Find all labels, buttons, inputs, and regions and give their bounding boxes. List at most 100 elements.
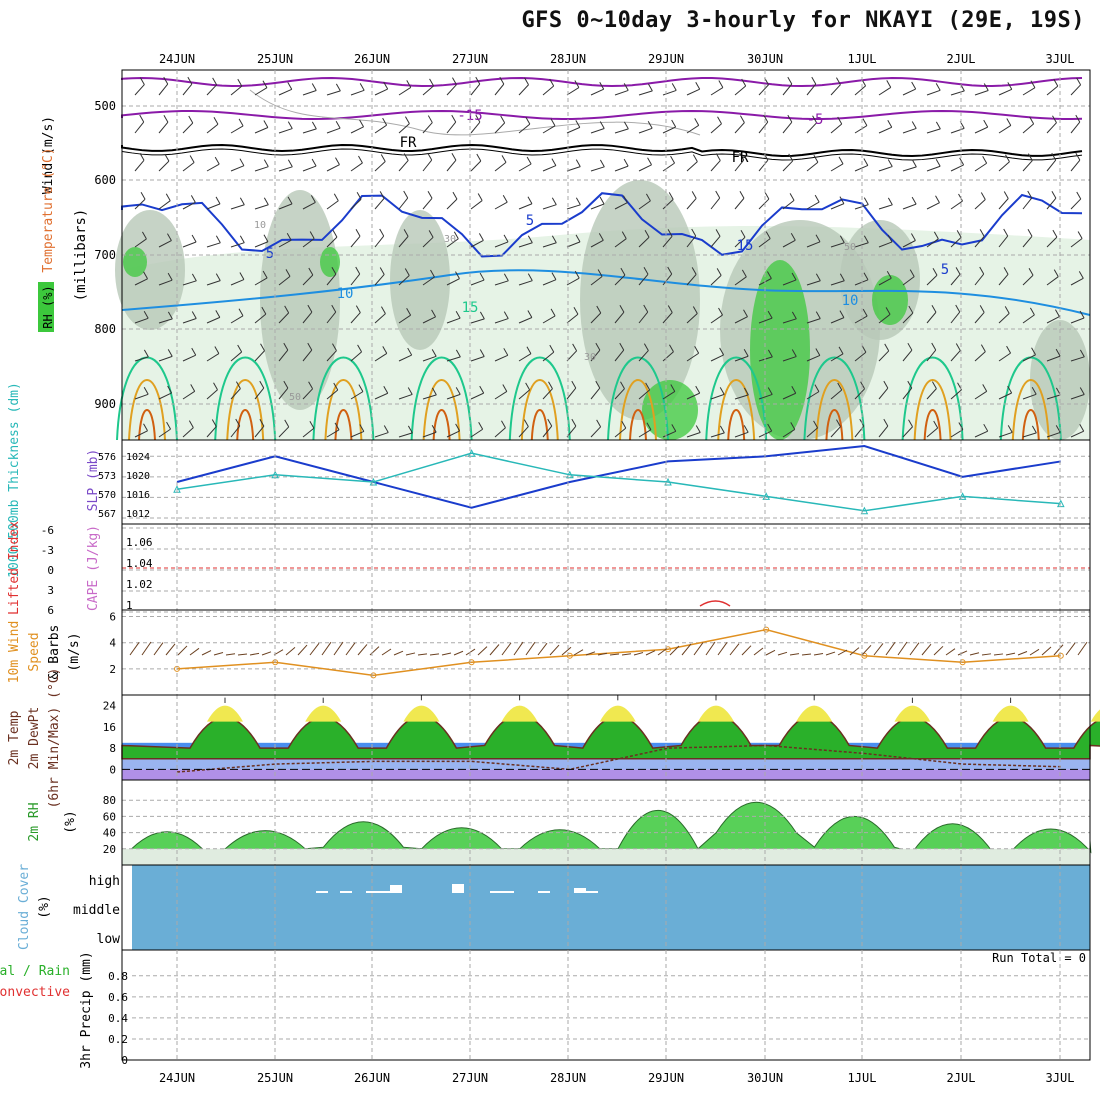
wind-barb (614, 128, 629, 134)
wind-barb-flag (283, 342, 289, 351)
wind-barb (518, 353, 532, 362)
wind-barb-flag (503, 348, 509, 356)
wind-barb (566, 313, 579, 324)
wind-barb (230, 242, 245, 248)
wind-barb (566, 204, 581, 210)
wind-barb (902, 426, 913, 438)
wind-barb-10m (1017, 651, 1028, 656)
temp-warm-area (599, 705, 636, 722)
wind-barb-flag (739, 152, 745, 161)
thickness-tick: 570 (98, 490, 116, 501)
wind-barb-flag (164, 153, 170, 162)
wind-barb (974, 90, 989, 96)
wind-barb (350, 312, 361, 324)
wind-barb (758, 84, 769, 96)
precip-tick: 0.4 (108, 1012, 128, 1025)
wind-barb-flag (356, 192, 362, 200)
wind-barb-10m (417, 653, 428, 656)
wind-barb-flag (982, 384, 988, 392)
wind-barb-10m (513, 641, 524, 656)
wind-barb (278, 349, 289, 362)
wind-barb-flag (575, 197, 581, 206)
wind-barb (614, 238, 627, 248)
wind-barb (230, 165, 245, 172)
wind-barb (254, 277, 268, 286)
wind-barb (134, 356, 149, 362)
wind-barb (806, 122, 817, 134)
wind-barb (158, 240, 172, 248)
temp-contour-15 (803, 356, 866, 441)
wind-barb (254, 127, 269, 134)
freezing-line (121, 144, 1083, 157)
wind-barb-flag (1075, 152, 1081, 161)
wind-barb (1046, 236, 1058, 248)
wind-barb (398, 393, 413, 400)
wind-barb-flag (1029, 307, 1035, 316)
top-day-label: 29JUN (648, 52, 684, 66)
wind-barb (1070, 198, 1082, 210)
wind-barb-flag (1031, 387, 1037, 395)
rh-shade-green (642, 380, 698, 440)
contour-label: 50 (289, 392, 301, 403)
wind-barb-flag (287, 121, 293, 129)
wind-barb-flag (694, 118, 700, 126)
wind-barb-flag (1079, 349, 1085, 358)
wind-barb-flag (667, 305, 673, 313)
wind-barb (638, 164, 652, 172)
top-day-label: 25JUN (257, 52, 293, 66)
wind-barb (518, 242, 533, 248)
wind-barb (614, 388, 625, 400)
wind-barb (902, 127, 917, 134)
wind-barb (182, 390, 195, 400)
freezing-line-2 (121, 148, 1083, 161)
wind-barb-flag (551, 158, 557, 166)
wind-barb-flag (188, 420, 194, 428)
wind-barb-10m (633, 652, 644, 656)
wind-barb-flag (837, 382, 843, 391)
top-day-label: 26JUN (354, 52, 390, 66)
wind-barb-flag (571, 380, 577, 389)
wind-barb (902, 166, 917, 172)
wind-barb-flag (311, 158, 317, 167)
temp-contour-15 (999, 356, 1062, 441)
wind-barb-flag (285, 269, 291, 277)
wind-barb (1022, 274, 1034, 286)
wind-barb (566, 87, 580, 96)
wind-barb-flag (575, 234, 581, 243)
wind-barb-flag (1055, 309, 1060, 317)
wind-barb-flag (455, 349, 461, 358)
wind-barb-10m (501, 642, 512, 656)
temp-warm-area (501, 705, 538, 722)
wind-barb-flag (165, 193, 171, 201)
wind-barb-10m (1041, 646, 1052, 656)
wind-barb-flag (1079, 310, 1085, 319)
wind-barb-10m (477, 646, 488, 656)
wind-barb-flag (863, 197, 869, 205)
wind-barb (278, 166, 293, 172)
wind-barb-flag (191, 273, 197, 282)
wind-barb (1046, 197, 1057, 210)
wind-barb-flag (501, 420, 506, 428)
wind-barb-flag (815, 273, 821, 282)
cloud-high-bar (452, 884, 464, 893)
wind-barb (950, 311, 961, 324)
wind-barb (182, 162, 195, 172)
wind-barb-10m (1077, 641, 1088, 656)
wind-barb-flag (595, 380, 601, 389)
wind-barb (782, 121, 793, 134)
wind-barb-flag (887, 197, 893, 206)
wind-barb-flag (815, 311, 821, 319)
wind-barb-10m (225, 653, 236, 656)
thickness-point (467, 449, 476, 457)
wind-barb-10m (393, 650, 404, 656)
wind-barb (998, 198, 1009, 210)
wind-barb (830, 123, 843, 134)
wind-barb (974, 390, 987, 400)
wind-barb (974, 199, 986, 210)
rh-tick: 40 (103, 827, 116, 840)
wind-barb (854, 85, 866, 96)
wind-barb (230, 388, 241, 400)
wind-barb-flag (455, 310, 461, 319)
wind-barb (470, 356, 485, 362)
wind-barb (1046, 316, 1060, 324)
